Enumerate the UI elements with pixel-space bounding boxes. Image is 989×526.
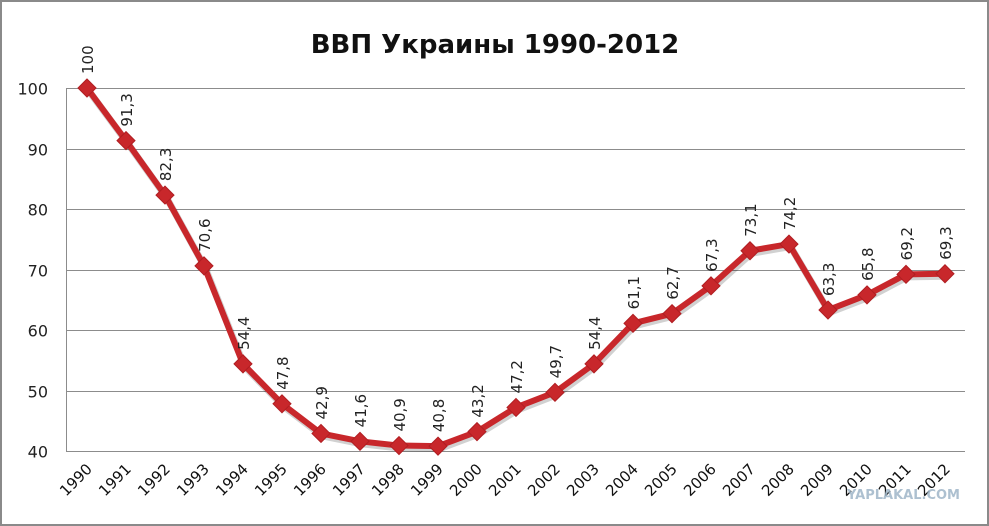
chart-title: ВВП Украины 1990-2012 bbox=[311, 30, 680, 60]
y-tick-label: 50 bbox=[28, 383, 48, 402]
diamond-marker bbox=[779, 234, 799, 254]
data-label: 47,2 bbox=[508, 360, 526, 393]
y-tick-label: 90 bbox=[28, 141, 48, 160]
watermark: YAPLAKAL.COM bbox=[846, 488, 960, 503]
diamond-marker bbox=[272, 394, 292, 414]
gridlines bbox=[66, 88, 965, 452]
x-tick-label: 1994 bbox=[212, 460, 252, 500]
x-tick-label: 1990 bbox=[56, 460, 96, 500]
data-label: 40,8 bbox=[430, 399, 448, 432]
diamond-marker bbox=[428, 436, 448, 456]
diamond-marker bbox=[545, 382, 565, 403]
data-label: 62,7 bbox=[664, 266, 682, 299]
diamond-marker bbox=[857, 285, 877, 305]
x-tick-label: 1999 bbox=[407, 460, 447, 500]
x-tick-label: 2002 bbox=[524, 460, 564, 500]
diamond-marker bbox=[389, 435, 409, 456]
diamond-marker bbox=[194, 256, 214, 276]
series-gdp bbox=[77, 78, 955, 456]
data-label: 41,6 bbox=[352, 394, 370, 427]
x-axis-ticks: 1990 1991 1992 1993 1994 1995 1996 1997 1998 1999… bbox=[56, 460, 954, 500]
series-shadow bbox=[85, 88, 947, 453]
data-label: 47,8 bbox=[274, 356, 292, 389]
y-tick-label: 100 bbox=[17, 80, 48, 99]
diamond-marker bbox=[584, 354, 604, 374]
diamond-marker bbox=[77, 78, 97, 98]
diamond-marker bbox=[506, 397, 526, 418]
diamond-marker bbox=[155, 185, 175, 205]
data-label: 74,2 bbox=[781, 197, 799, 230]
x-tick-label: 1992 bbox=[134, 460, 174, 500]
data-label: 69,3 bbox=[937, 226, 955, 259]
x-tick-label: 2001 bbox=[485, 460, 525, 500]
x-tick-label: 1996 bbox=[290, 460, 330, 500]
data-label: 40,9 bbox=[391, 398, 409, 431]
data-label: 43,2 bbox=[469, 384, 487, 417]
diamond-marker bbox=[116, 130, 136, 151]
x-tick-label: 2008 bbox=[758, 460, 798, 500]
data-label: 61,1 bbox=[625, 276, 643, 309]
diamond-marker bbox=[467, 421, 487, 442]
data-labels: 100 91,3 82,3 70,6 54,4 47,8 42,9 41,6 40,9 40,8 4… bbox=[79, 45, 955, 432]
x-tick-label: 2007 bbox=[719, 460, 759, 500]
diamond-marker bbox=[896, 264, 916, 285]
x-tick-label: 2009 bbox=[797, 460, 837, 500]
data-label: 49,7 bbox=[547, 345, 565, 378]
diamond-marker bbox=[740, 241, 760, 261]
diamond-marker bbox=[701, 276, 721, 296]
x-tick-label: 2006 bbox=[680, 460, 720, 500]
diamond-marker bbox=[662, 303, 682, 324]
data-label: 42,9 bbox=[313, 386, 331, 419]
data-label: 54,4 bbox=[586, 316, 604, 349]
diamond-marker bbox=[350, 431, 370, 452]
y-axis-ticks: 100 90 80 70 60 50 40 bbox=[17, 80, 48, 462]
x-tick-label: 2000 bbox=[446, 460, 486, 500]
data-label: 65,8 bbox=[859, 248, 877, 281]
x-tick-label: 2003 bbox=[563, 460, 603, 500]
data-label: 67,3 bbox=[703, 238, 721, 271]
x-tick-label: 2004 bbox=[602, 460, 642, 500]
data-label: 91,3 bbox=[118, 93, 136, 126]
diamond-marker bbox=[818, 300, 838, 320]
data-label: 63,3 bbox=[820, 263, 838, 296]
y-tick-label: 80 bbox=[28, 201, 48, 220]
diamond-marker bbox=[623, 313, 643, 334]
y-tick-label: 40 bbox=[28, 443, 48, 462]
data-label: 69,2 bbox=[898, 227, 916, 260]
data-label: 54,4 bbox=[235, 316, 253, 349]
x-tick-label: 1997 bbox=[329, 460, 369, 500]
data-label: 82,3 bbox=[157, 148, 175, 181]
y-tick-label: 70 bbox=[28, 262, 48, 281]
y-tick-label: 60 bbox=[28, 322, 48, 341]
diamond-marker bbox=[233, 354, 253, 374]
x-tick-label: 1991 bbox=[95, 460, 135, 500]
x-tick-label: 1993 bbox=[173, 460, 213, 500]
data-label: 73,1 bbox=[742, 203, 760, 236]
data-label: 100 bbox=[79, 45, 97, 74]
x-tick-label: 1995 bbox=[251, 460, 291, 500]
diamond-marker bbox=[935, 264, 955, 284]
data-label: 70,6 bbox=[196, 218, 214, 251]
diamond-marker bbox=[311, 423, 331, 444]
x-tick-label: 1998 bbox=[368, 460, 408, 500]
x-tick-label: 2005 bbox=[641, 460, 681, 500]
